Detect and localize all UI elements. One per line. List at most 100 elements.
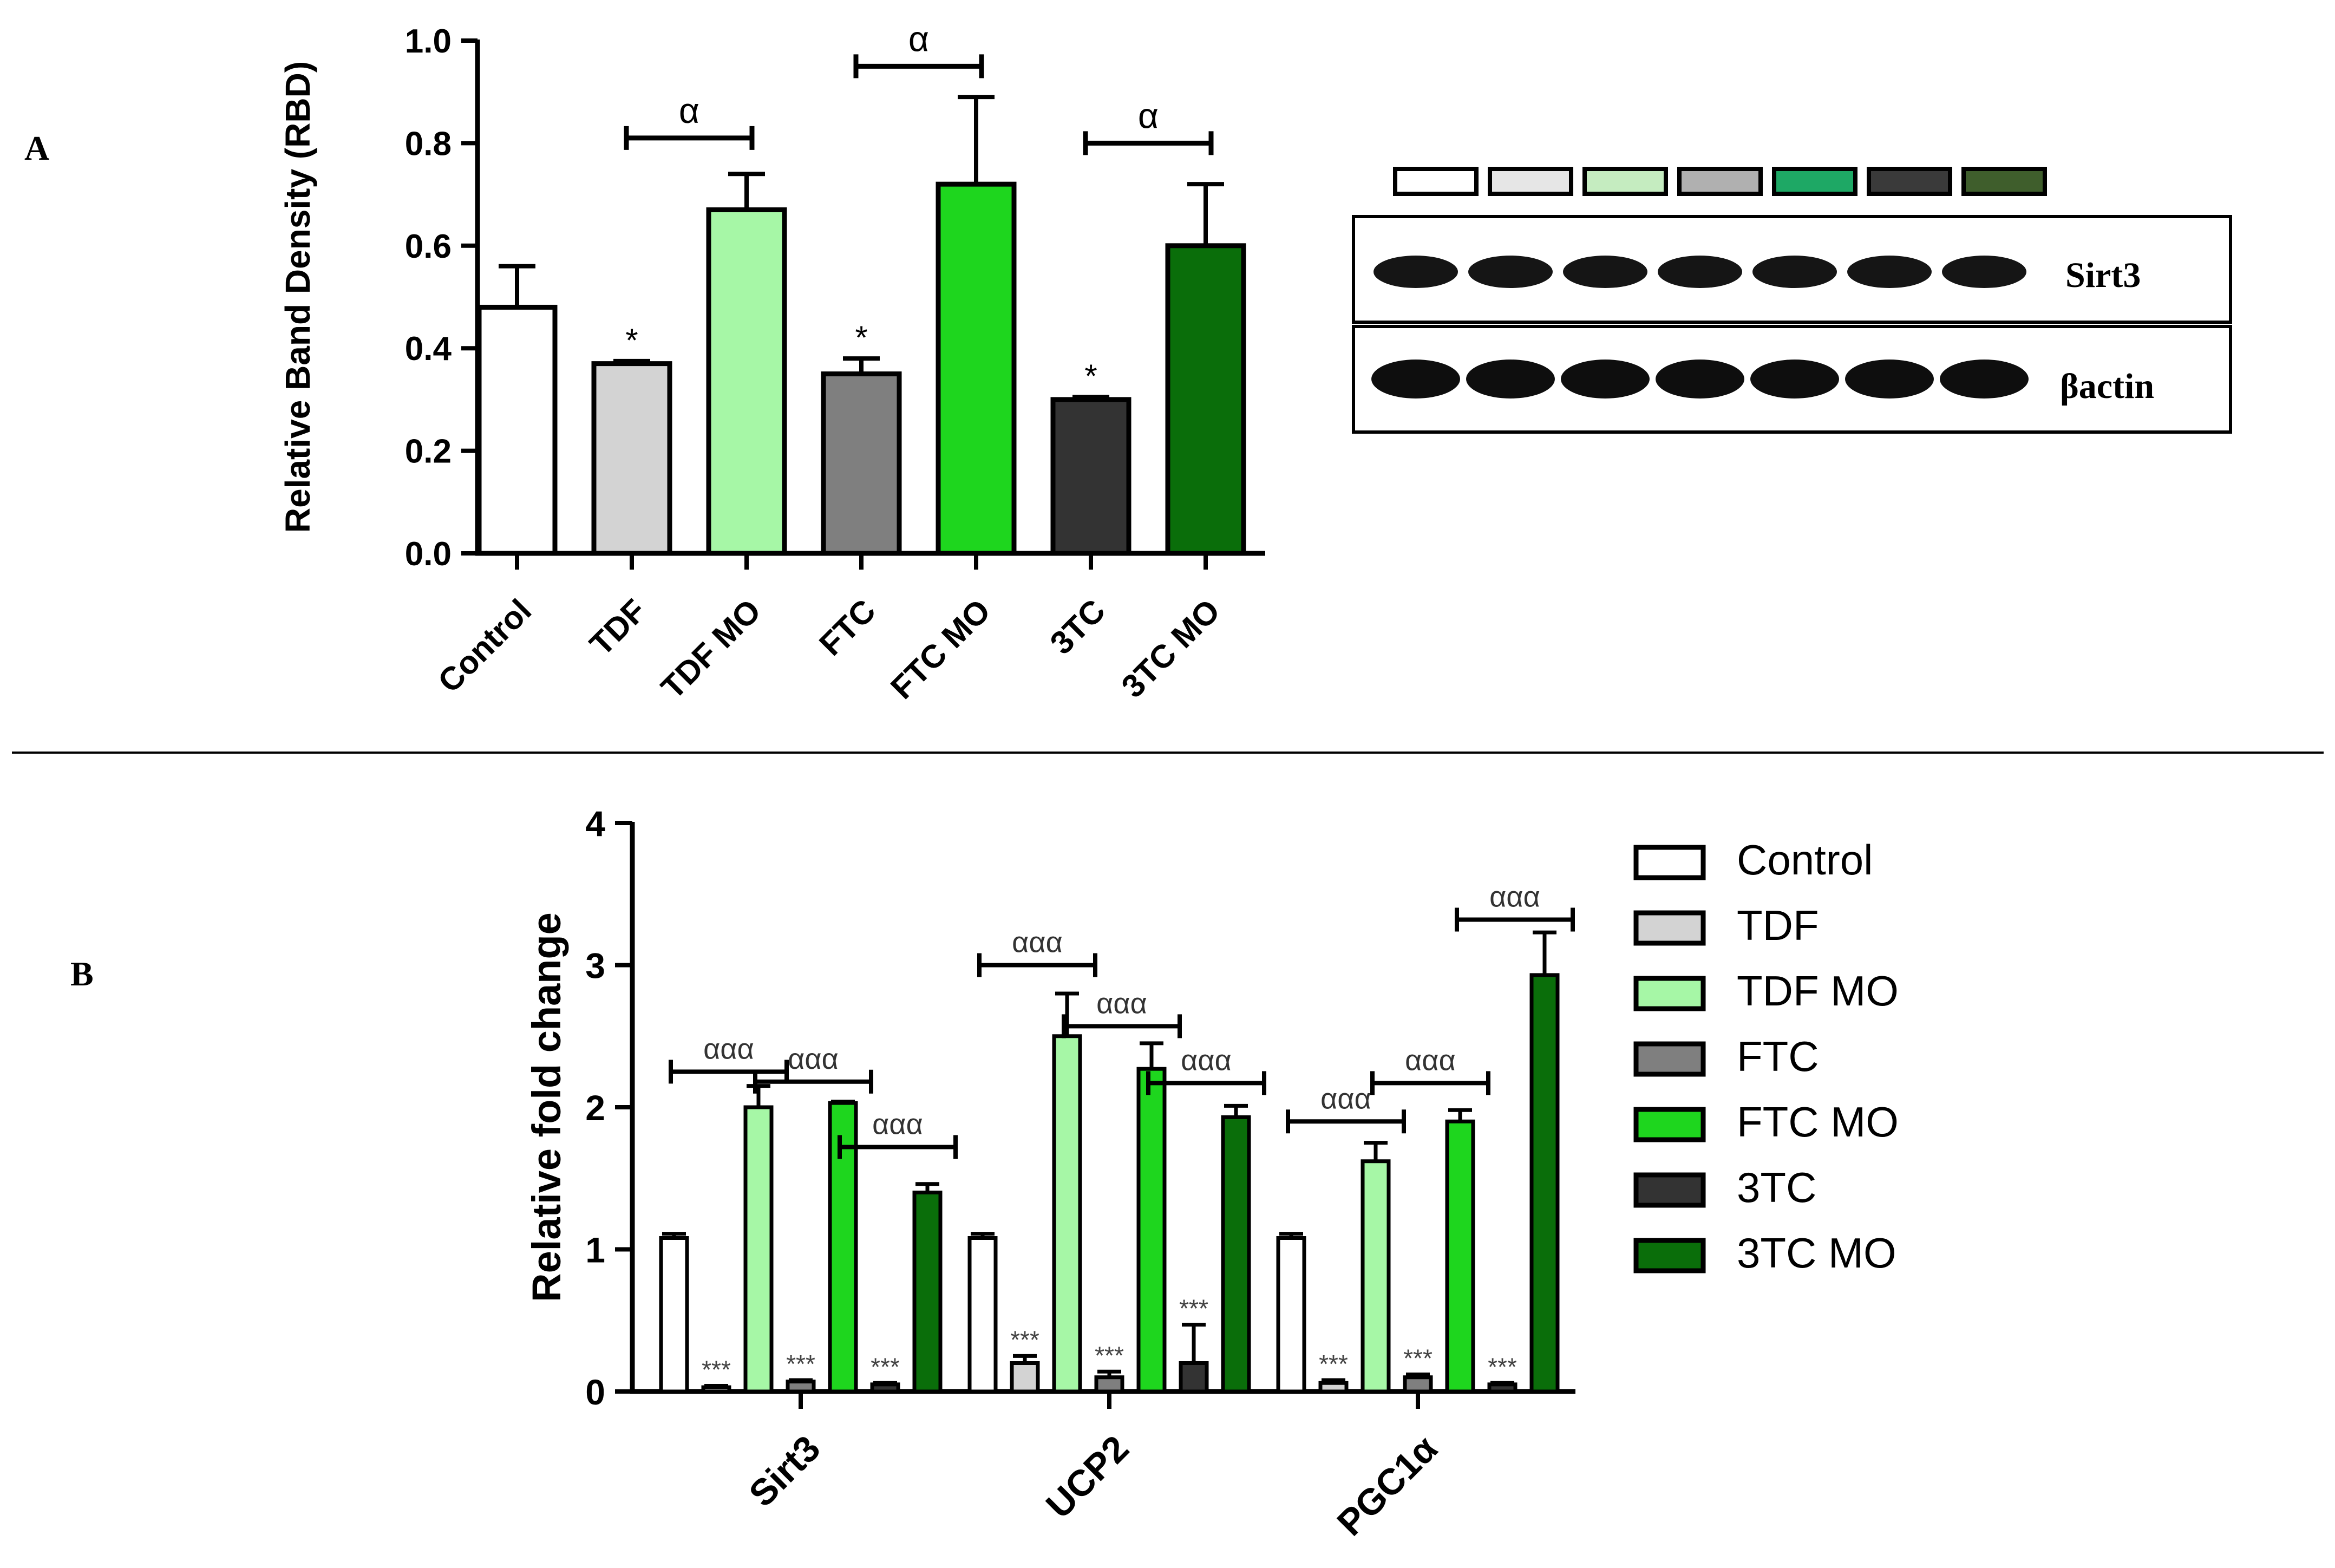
- b-bar-ucp2-ftc-mo: [1136, 1067, 1167, 1394]
- b-bar-sirt3-ftc-mo: [828, 1101, 858, 1394]
- blot-swatch-6: [1867, 167, 1952, 196]
- band-bactin-lane-5: [1750, 360, 1839, 398]
- a-y-tick-label: 1.0: [405, 23, 452, 60]
- b-bracket-label: ααα: [1096, 987, 1147, 1020]
- b-significance-star: ***: [702, 1356, 731, 1384]
- chart-b-legend: Control TDF TDF MO FTC FTC MO 3TC 3TC MO: [1633, 836, 1899, 1277]
- a-y-tick-label: 0.6: [405, 228, 452, 265]
- chart-b: 0 1 2 3 4 Relative fold change Sirt3 UCP2 PGC1α *…: [524, 803, 1575, 1544]
- band-bactin-lane-4: [1656, 360, 1744, 398]
- band-sirt3-lane-1: [1373, 256, 1458, 288]
- b-bar-pgc1alpha-tdf-mo: [1361, 1159, 1391, 1394]
- b-bar-sirt3-tdf: [701, 1385, 731, 1394]
- a-x-tick-label-ftc: FTC: [812, 592, 882, 663]
- a-y-tick-label: 0.0: [405, 535, 452, 573]
- b-bar-ucp2-tdf-mo: [1052, 1034, 1082, 1394]
- a-bar-tdf: [591, 361, 672, 556]
- b-x-tick-label-pgc1alpha: PGC1α: [1329, 1428, 1445, 1544]
- b-bar-pgc1alpha-3tc: [1487, 1382, 1518, 1394]
- a-x-tick-label-3tc-mo: 3TC MO: [1115, 592, 1227, 705]
- legend-label-3tc: 3TC: [1737, 1164, 1816, 1211]
- b-bar-ucp2-tdf: [1010, 1361, 1040, 1394]
- b-bracket-label: ααα: [788, 1043, 839, 1075]
- blot-swatch-7: [1961, 167, 2047, 196]
- a-y-tick-label: 0.4: [405, 330, 452, 368]
- b-bracket-ucp2: ααα: [1062, 987, 1182, 1038]
- a-significance-star: *: [855, 319, 867, 356]
- legend-label-tdf-mo: TDF MO: [1737, 967, 1899, 1015]
- a-y-tick-label: 0.8: [405, 125, 452, 162]
- b-bar-pgc1alpha-tdf: [1318, 1381, 1349, 1394]
- b-bracket-label: ααα: [872, 1108, 923, 1141]
- blot-lane-swatches: [1393, 167, 2047, 196]
- b-bracket-sirt3: ααα: [838, 1108, 958, 1159]
- band-bactin-lane-7: [1940, 360, 2029, 398]
- b-bracket-label: ααα: [1012, 926, 1063, 959]
- b-bar-ucp2-control: [967, 1236, 998, 1394]
- blot-swatch-2: [1488, 167, 1573, 196]
- legend-swatch-3tc: [1633, 1172, 1706, 1208]
- b-bracket-label: ααα: [703, 1033, 754, 1065]
- western-blot: Sirt3 βactin: [1352, 167, 2232, 434]
- b-significance-star: ***: [1010, 1325, 1039, 1354]
- band-bactin-lane-2: [1466, 360, 1555, 398]
- b-significance-star: ***: [786, 1350, 815, 1378]
- band-sirt3-lane-7: [1942, 256, 2026, 288]
- blot-swatch-5: [1772, 167, 1857, 196]
- b-bracket-pgc1alpha: ααα: [1370, 1044, 1490, 1095]
- a-bracket-ftc-ftc-mo: α: [853, 18, 984, 79]
- b-bar-sirt3-control: [659, 1236, 689, 1394]
- b-bracket-label: ααα: [1489, 881, 1540, 913]
- legend-swatch-ftc: [1633, 1041, 1706, 1077]
- b-bar-sirt3-tdf-mo: [743, 1105, 774, 1394]
- chart-a: 0.0 0.2 0.4 0.6 0.8 1.0 Relative Band Density …: [278, 18, 1265, 706]
- band-sirt3-lane-4: [1658, 256, 1742, 288]
- band-bactin-lane-1: [1371, 360, 1460, 398]
- band-bactin-lane-3: [1561, 360, 1650, 398]
- b-bracket-pgc1alpha: ααα: [1455, 881, 1575, 932]
- band-bactin-lane-6: [1845, 360, 1934, 398]
- a-bracket-3tc-3tc-mo: α: [1083, 95, 1214, 155]
- b-bar-sirt3-ftc: [786, 1380, 816, 1394]
- legend-label-control: Control: [1737, 836, 1873, 884]
- legend-label-tdf: TDF: [1737, 901, 1819, 949]
- blot-swatch-3: [1582, 167, 1668, 196]
- b-bar-pgc1alpha-ftc: [1403, 1375, 1433, 1394]
- b-y-axis-label: Relative fold change: [524, 912, 569, 1302]
- b-y-tick-label: 0: [585, 1372, 605, 1412]
- legend-swatch-tdf-mo: [1633, 976, 1706, 1011]
- b-y-tick-label: 2: [585, 1088, 605, 1128]
- panel-b-label: B: [70, 955, 94, 993]
- a-bracket-tdf-tdf-mo: α: [624, 90, 755, 150]
- b-bar-pgc1alpha-3tc-mo: [1529, 973, 1560, 1394]
- a-bar-3tc: [1050, 397, 1131, 556]
- blot-swatch-4: [1677, 167, 1763, 196]
- legend-swatch-3tc-mo: [1633, 1238, 1706, 1273]
- a-y-axis-label: Relative Band Density (RBD): [278, 61, 317, 533]
- a-bar-3tc-mo: [1165, 243, 1246, 556]
- b-bracket-pgc1alpha: ααα: [1286, 1082, 1406, 1134]
- b-bracket-ucp2: ααα: [1146, 1044, 1266, 1095]
- a-bracket-label: α: [679, 90, 699, 130]
- a-x-tick-label-ftc-mo: FTC MO: [884, 592, 997, 706]
- legend-swatch-ftc-mo: [1633, 1107, 1706, 1142]
- b-x-tick-label-sirt3: Sirt3: [741, 1428, 828, 1515]
- legend-label-ftc-mo: FTC MO: [1737, 1098, 1899, 1146]
- band-sirt3-lane-2: [1468, 256, 1553, 288]
- b-significance-star: ***: [1488, 1353, 1517, 1381]
- b-bar-sirt3-3tc: [870, 1382, 900, 1394]
- legend-label-ftc: FTC: [1737, 1033, 1819, 1080]
- b-bar-ucp2-ftc: [1094, 1375, 1124, 1394]
- b-significance-star: ***: [1319, 1350, 1348, 1378]
- blot-swatch-1: [1393, 167, 1479, 196]
- a-bracket-label: α: [908, 18, 929, 58]
- b-bracket-sirt3: ααα: [753, 1043, 873, 1094]
- b-x-tick-label-ucp2: UCP2: [1038, 1428, 1137, 1526]
- legend-label-3tc-mo: 3TC MO: [1737, 1229, 1896, 1277]
- b-y-tick-label: 4: [585, 803, 605, 844]
- a-x-tick-label-tdf-mo: TDF MO: [654, 592, 768, 706]
- a-bar-ftc-mo: [936, 181, 1017, 556]
- blot-label-sirt3: Sirt3: [2065, 256, 2141, 295]
